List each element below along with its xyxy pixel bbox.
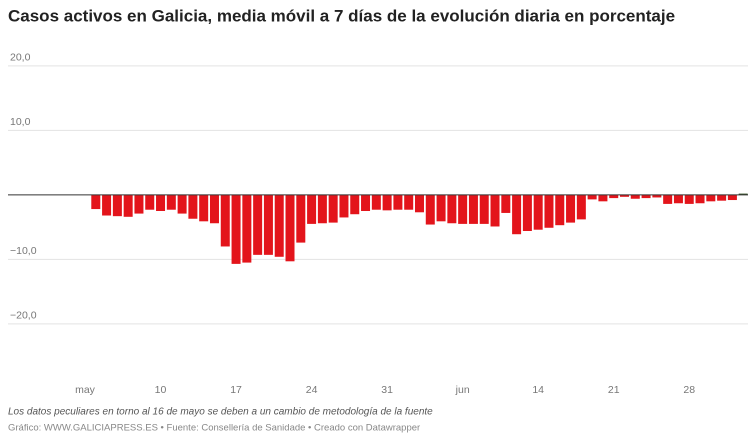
bar bbox=[717, 194, 727, 201]
bar bbox=[188, 194, 198, 219]
bar bbox=[490, 194, 500, 227]
x-tick-label: 10 bbox=[155, 384, 167, 396]
bar bbox=[425, 194, 435, 225]
x-tick-label: 31 bbox=[381, 384, 393, 396]
bar bbox=[458, 194, 468, 224]
x-tick-label: jun bbox=[455, 384, 470, 396]
bar bbox=[436, 194, 446, 222]
bar bbox=[177, 194, 187, 214]
bar bbox=[598, 194, 608, 202]
bar bbox=[209, 194, 219, 224]
bar bbox=[350, 194, 360, 215]
x-tick-label: 24 bbox=[306, 384, 318, 396]
bar bbox=[652, 194, 662, 198]
y-tick-label: −10,0 bbox=[10, 245, 37, 257]
y-tick-label: −20,0 bbox=[10, 310, 37, 322]
bar bbox=[695, 194, 705, 204]
bar bbox=[91, 194, 101, 210]
bar bbox=[630, 194, 640, 199]
bar bbox=[371, 194, 381, 210]
chart-title: Casos activos en Galicia, media móvil a … bbox=[8, 6, 675, 25]
bar bbox=[566, 194, 576, 223]
bar bbox=[285, 194, 295, 262]
bar bbox=[555, 194, 565, 226]
bar bbox=[361, 194, 371, 211]
bar bbox=[468, 194, 478, 224]
bar bbox=[199, 194, 209, 222]
chart-source: Gráfico: WWW.GALICIAPRESS.ES • Fuente: C… bbox=[8, 423, 420, 434]
bar bbox=[307, 194, 317, 224]
bar bbox=[123, 194, 133, 217]
bar bbox=[501, 194, 511, 213]
bar bbox=[544, 194, 554, 228]
bar bbox=[447, 194, 457, 224]
bar bbox=[576, 194, 586, 220]
bar bbox=[512, 194, 522, 235]
x-tick-label: may bbox=[75, 384, 96, 396]
bar bbox=[220, 194, 230, 247]
chart-notes: Los datos peculiares en torno al 16 de m… bbox=[8, 407, 433, 418]
bar bbox=[609, 194, 619, 199]
bar bbox=[738, 193, 748, 195]
bar bbox=[479, 194, 489, 224]
y-tick-label: 20,0 bbox=[10, 52, 31, 64]
bar bbox=[727, 194, 737, 201]
bar bbox=[663, 194, 673, 204]
bar bbox=[684, 194, 694, 204]
x-tick-label: 14 bbox=[532, 384, 544, 396]
bar bbox=[242, 194, 252, 263]
bar bbox=[587, 194, 597, 200]
x-tick-label: 21 bbox=[608, 384, 620, 396]
bar bbox=[404, 194, 414, 210]
bar bbox=[102, 194, 112, 216]
bar bbox=[112, 194, 122, 217]
bar bbox=[382, 194, 392, 211]
bar bbox=[156, 194, 166, 211]
x-tick-label: 28 bbox=[683, 384, 695, 396]
bar bbox=[166, 194, 176, 210]
bar bbox=[231, 194, 241, 264]
bar bbox=[317, 194, 327, 224]
bar bbox=[145, 194, 155, 210]
bar bbox=[296, 194, 306, 243]
bar bbox=[263, 194, 273, 255]
bar bbox=[641, 194, 651, 199]
bar bbox=[393, 194, 403, 210]
x-tick-label: 17 bbox=[230, 384, 242, 396]
bar bbox=[253, 194, 263, 255]
y-tick-label: 10,0 bbox=[10, 116, 31, 128]
bar bbox=[620, 194, 629, 197]
bar bbox=[328, 194, 338, 223]
bar bbox=[522, 194, 532, 231]
bar bbox=[274, 194, 284, 257]
bar bbox=[339, 194, 349, 218]
bar bbox=[533, 194, 543, 230]
bar bbox=[134, 194, 144, 214]
bar bbox=[673, 194, 683, 204]
bar bbox=[414, 194, 424, 213]
bar bbox=[706, 194, 716, 202]
